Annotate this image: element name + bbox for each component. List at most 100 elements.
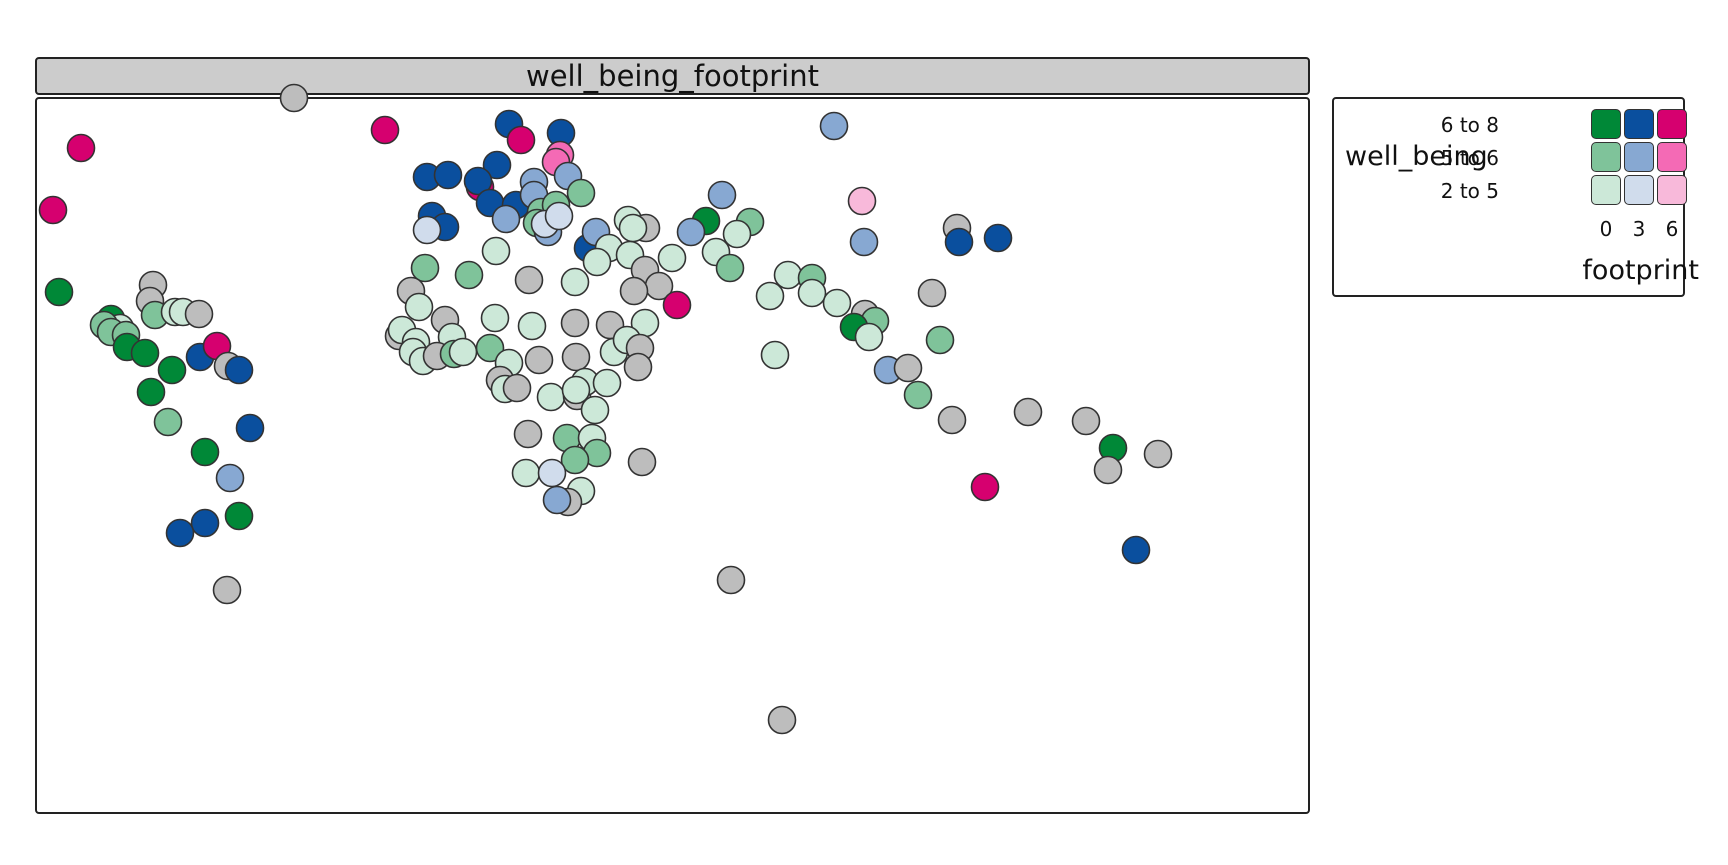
map-point: [1143, 439, 1173, 469]
map-point: [38, 195, 68, 225]
map-point: [190, 508, 220, 538]
map-point: [797, 278, 827, 308]
map-point: [165, 518, 195, 548]
legend-y-title: well_being: [1345, 141, 1488, 172]
map-point: [903, 380, 933, 410]
map-point: [481, 236, 511, 266]
map-point: [944, 227, 974, 257]
map-point: [580, 395, 610, 425]
map-point: [925, 325, 955, 355]
panel-title: well_being_footprint: [526, 59, 819, 93]
map-point: [657, 243, 687, 273]
legend-swatch: [1657, 109, 1687, 139]
map-point: [235, 413, 265, 443]
map-point: [184, 299, 214, 329]
map-point: [722, 219, 752, 249]
map-point: [475, 333, 505, 363]
map-point: [542, 485, 572, 515]
legend-swatch: [1624, 109, 1654, 139]
map-point: [433, 160, 463, 190]
map-point: [513, 419, 543, 449]
map-point: [506, 125, 536, 155]
legend-swatch: [1624, 142, 1654, 172]
map-point: [819, 111, 849, 141]
map-point: [1013, 397, 1043, 427]
map-point: [190, 437, 220, 467]
map-point: [847, 186, 877, 216]
map-point: [937, 405, 967, 435]
map-point: [767, 705, 797, 735]
legend-row-label: 5 to 6: [1440, 146, 1499, 170]
map-point: [1121, 535, 1151, 565]
map-point: [582, 247, 612, 277]
map-point: [502, 373, 532, 403]
map-point: [511, 458, 541, 488]
map-point: [66, 133, 96, 163]
map-point: [404, 292, 434, 322]
map-point: [410, 253, 440, 283]
map-point: [560, 445, 590, 475]
legend-swatch: [1591, 175, 1621, 205]
map-point: [623, 352, 653, 382]
map-point: [224, 355, 254, 385]
map-point: [773, 260, 803, 290]
legend-x-title: footprint: [1582, 255, 1699, 286]
map-point: [212, 575, 242, 605]
legend-swatch: [1591, 109, 1621, 139]
map-point: [153, 407, 183, 437]
map-point: [760, 340, 790, 370]
map-point: [524, 345, 554, 375]
map-point: [136, 377, 166, 407]
map-point: [849, 227, 879, 257]
legend-col-label: 3: [1632, 217, 1646, 241]
map-point: [917, 278, 947, 308]
map-point: [1071, 406, 1101, 436]
map-point: [566, 178, 596, 208]
legend-col-label: 6: [1665, 217, 1679, 241]
map-point: [707, 180, 737, 210]
map-point: [44, 277, 74, 307]
legend-col-label: 0: [1599, 217, 1613, 241]
map-point: [983, 223, 1013, 253]
map-point: [279, 83, 309, 113]
map-point: [463, 166, 493, 196]
map-point: [480, 303, 510, 333]
map-point: [215, 463, 245, 493]
map-point: [544, 201, 574, 231]
legend-swatch: [1591, 142, 1621, 172]
legend-swatch: [1624, 175, 1654, 205]
legend-row-label: 2 to 5: [1440, 179, 1499, 203]
map-point: [676, 217, 706, 247]
map-point: [157, 355, 187, 385]
map-point: [130, 338, 160, 368]
map-point: [561, 375, 591, 405]
map-point: [854, 322, 884, 352]
map-point: [560, 308, 590, 338]
map-frame[interactable]: [35, 97, 1310, 814]
map-point: [412, 215, 442, 245]
map-point: [224, 501, 254, 531]
map-point: [619, 276, 649, 306]
map-point: [716, 565, 746, 595]
map-point: [755, 281, 785, 311]
map-point: [662, 290, 692, 320]
map-point: [822, 288, 852, 318]
map-point: [517, 311, 547, 341]
legend-swatch: [1657, 142, 1687, 172]
legend-swatch: [1657, 175, 1687, 205]
map-point: [1093, 455, 1123, 485]
map-point: [970, 472, 1000, 502]
map-point: [370, 115, 400, 145]
map-point: [561, 342, 591, 372]
map-point: [448, 337, 478, 367]
map-point: [537, 458, 567, 488]
map-point: [491, 204, 521, 234]
panel-header: well_being_footprint: [35, 57, 1310, 95]
map-point: [627, 447, 657, 477]
map-point: [536, 382, 566, 412]
map-point: [618, 213, 648, 243]
map-point: [560, 267, 590, 297]
map-point: [592, 368, 622, 398]
map-point: [482, 150, 512, 180]
